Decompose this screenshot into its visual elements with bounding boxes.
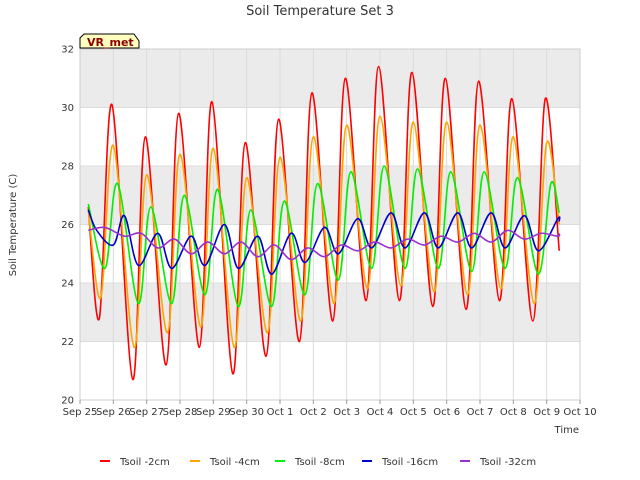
legend: Tsoil -2cm Tsoil -4cm Tsoil -8cm Tsoil -16c… — [100, 457, 536, 468]
x-tick-label: Oct 5 — [400, 407, 427, 418]
vr-met-badge: VR_met — [79, 33, 140, 49]
series-line-tsoil-32cm — [88, 226, 561, 261]
y-tick-label: 32 — [61, 45, 74, 56]
series-line-tsoil-2cm — [87, 65, 560, 381]
legend-label: Tsoil -32cm — [479, 457, 536, 468]
x-tick-label: Sep 27 — [129, 407, 164, 418]
legend-label: Tsoil -8cm — [294, 457, 345, 468]
legend-label: Tsoil -16cm — [381, 457, 438, 468]
x-tick-label: Oct 9 — [533, 407, 560, 418]
x-tick-label: Oct 7 — [467, 407, 494, 418]
y-axis-label: Soil Temperature (C) — [8, 174, 19, 277]
x-axis-label: Time — [554, 425, 579, 436]
y-tick-label: 30 — [61, 103, 74, 114]
y-tick-label: 24 — [61, 279, 74, 290]
plot-frame — [79, 48, 581, 401]
x-tick-label: Oct 1 — [267, 407, 294, 418]
series-line-tsoil-8cm — [87, 165, 560, 308]
plot-band — [80, 166, 580, 225]
legend-label: Tsoil -4cm — [209, 457, 260, 468]
x-tick-label: Oct 3 — [333, 407, 360, 418]
series-lines — [87, 65, 561, 381]
x-tick-label: Sep 29 — [196, 407, 231, 418]
legend-label: Tsoil -2cm — [119, 457, 170, 468]
x-tick-label: Sep 30 — [229, 407, 264, 418]
x-tick-label: Oct 6 — [433, 407, 460, 418]
y-tick-label: 20 — [61, 396, 74, 407]
series-line-tsoil-16cm — [87, 209, 561, 276]
x-tick-label: Oct 10 — [563, 407, 596, 418]
x-tick-label: Sep 26 — [96, 407, 131, 418]
badge-box — [79, 33, 140, 49]
x-tick-label: Oct 4 — [367, 407, 394, 418]
y-axis-ticks: 20 22 24 26 28 30 32 — [61, 45, 74, 407]
x-tick-label: Oct 8 — [500, 407, 527, 418]
x-tick-label: Sep 25 — [63, 407, 98, 418]
plot-bands — [80, 49, 580, 342]
badge-label: VR_met — [87, 36, 134, 49]
chart-title: Soil Temperature Set 3 — [246, 4, 394, 19]
series-line-tsoil-4cm — [87, 115, 560, 349]
y-tick-label: 26 — [61, 220, 74, 231]
y-tick-label: 22 — [61, 337, 74, 348]
y-tick-label: 28 — [61, 162, 74, 173]
grid-lines — [79, 48, 581, 401]
x-tick-label: Oct 2 — [300, 407, 327, 418]
x-tick-label: Sep 28 — [163, 407, 198, 418]
plot-band — [80, 49, 580, 108]
